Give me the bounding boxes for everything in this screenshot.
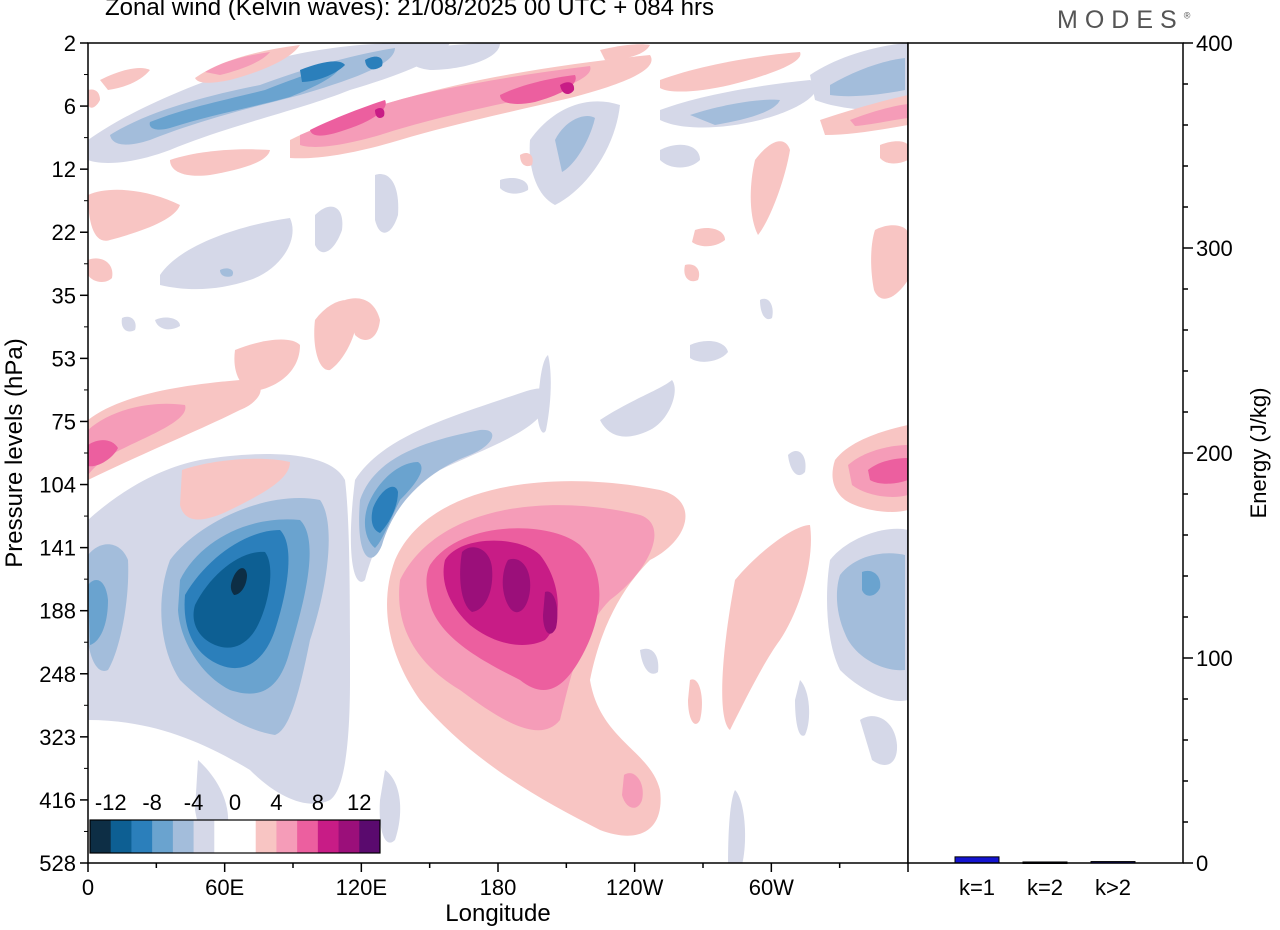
longitude-tick-label: 180 (480, 875, 517, 900)
energy-tick-label: 100 (1196, 646, 1233, 671)
western-positive-patch (88, 141, 908, 520)
energy-panel: k=1 k=2 k>2 0 100 200 300 400 Energy (J/kg) (907, 31, 1271, 900)
colorbar: -12 -8 -4 0 4 8 12 (89, 790, 381, 854)
pressure-tick-label: 22 (52, 220, 76, 245)
pressure-tick-label: 35 (52, 283, 76, 308)
dateline-positive-core (387, 481, 686, 836)
pressure-tick-label: 248 (39, 662, 76, 687)
longitude-tick-label: 120E (336, 875, 387, 900)
longitude-axis: 0 60E 120E 180 120W 60W (82, 863, 909, 900)
energy-category-label: k=2 (1027, 875, 1063, 900)
dateline-negative-arm (350, 355, 675, 582)
colorbar-label: 8 (312, 790, 324, 815)
energy-background (908, 43, 1183, 863)
colorbar-label: 0 (229, 790, 241, 815)
colorbar-swatch (276, 820, 298, 853)
pressure-tick-label: 141 (39, 536, 76, 561)
colorbar-swatch (235, 820, 257, 853)
energy-bar-1 (954, 856, 1000, 864)
contour-panel (87, 42, 909, 864)
pressure-tick-label: 75 (52, 409, 76, 434)
colorbar-swatch (359, 820, 381, 853)
colorbar-swatch (110, 820, 132, 853)
pressure-tick-label: 2 (64, 31, 76, 56)
mid-level-negatives (121, 174, 806, 674)
colorbar-swatch (338, 820, 360, 853)
colorbar-label: 4 (270, 790, 282, 815)
colorbar-label: 12 (347, 790, 371, 815)
colorbar-swatch (172, 820, 195, 853)
longitude-tick-label: 60E (205, 875, 244, 900)
colorbar-frame (89, 819, 381, 854)
pressure-tick-label: 323 (39, 725, 76, 750)
colorbar-swatch (214, 820, 236, 853)
longitude-tick-label: 120W (606, 875, 664, 900)
pressure-axis: 2 6 12 22 35 53 75 104 141 188 248 323 416 528 (39, 31, 88, 876)
colorbar-swatch (131, 820, 153, 853)
colorbar-swatch (297, 820, 319, 853)
contour-fill (88, 43, 908, 863)
energy-category-label: k>2 (1095, 875, 1131, 900)
x-axis-title: Longitude (445, 900, 550, 927)
energy-axis: 0 100 200 300 400 (1183, 31, 1233, 876)
pressure-tick-label: 6 (64, 94, 76, 119)
western-negative-core (88, 454, 746, 863)
pressure-tick-label: 12 (52, 157, 76, 182)
energy-category-label: k=1 (959, 875, 995, 900)
colorbar-swatch (255, 820, 277, 853)
colorbar-label: -4 (184, 790, 204, 815)
chart-title: Zonal wind (Kelvin waves): 21/08/2025 00… (105, 0, 714, 21)
colorbar-swatch (193, 820, 215, 853)
energy-tick-label: 200 (1196, 441, 1233, 466)
colorbar-swatch (90, 820, 112, 853)
colorbar-label: -12 (95, 790, 127, 815)
colorbar-swatch (152, 820, 174, 853)
longitude-tick-label: 0 (82, 875, 94, 900)
logo-text: MODES (1057, 6, 1184, 34)
pressure-tick-label: 188 (39, 599, 76, 624)
energy-tick-label: 300 (1196, 236, 1233, 261)
pressure-tick-label: 53 (52, 346, 76, 371)
eastern-patches (688, 425, 908, 765)
y-axis-title: Pressure levels (hPa) (1, 338, 28, 567)
energy-axis-title: Energy (J/kg) (1246, 388, 1271, 519)
modes-logo: MODES® (1057, 6, 1190, 35)
pressure-tick-label: 104 (39, 473, 76, 498)
energy-tick-label: 0 (1196, 851, 1208, 876)
pressure-tick-label: 528 (39, 851, 76, 876)
longitude-tick-label: 60W (749, 875, 794, 900)
energy-tick-label: 400 (1196, 31, 1233, 56)
colorbar-swatch (317, 820, 340, 853)
pressure-tick-label: 416 (39, 788, 76, 813)
colorbar-label: -8 (142, 790, 162, 815)
logo-mark: ® (1183, 10, 1191, 21)
upper-bands (88, 43, 908, 205)
